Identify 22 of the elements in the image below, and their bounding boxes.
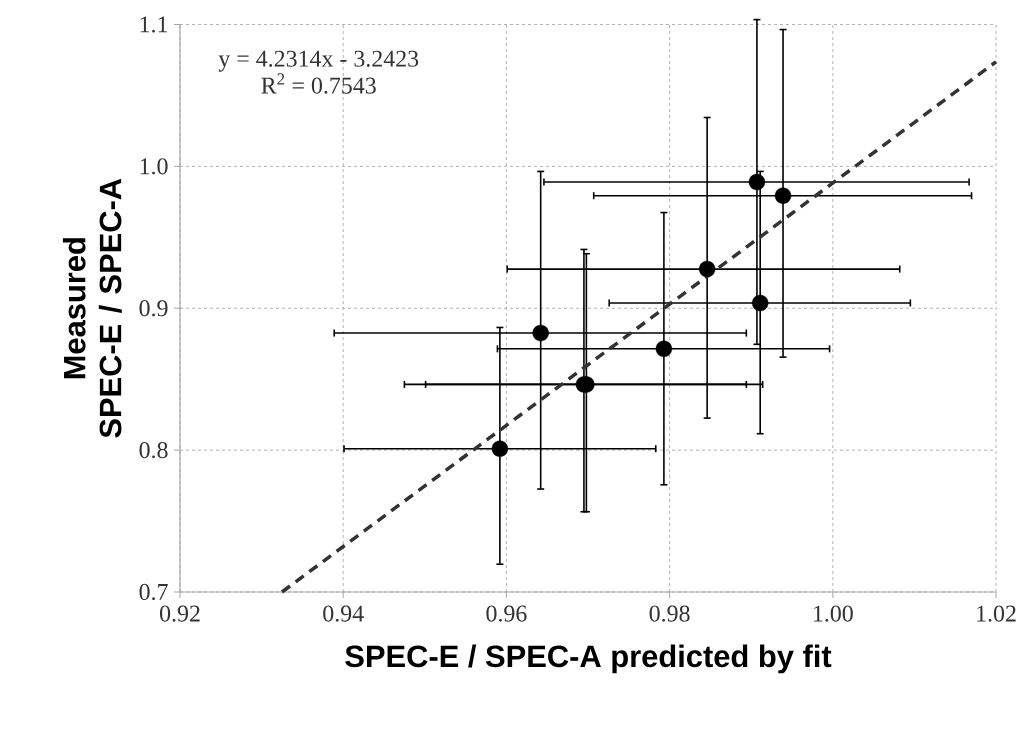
y-tick-label: 0.9 xyxy=(139,300,168,317)
point xyxy=(655,340,673,358)
point xyxy=(774,187,792,204)
point xyxy=(532,324,549,342)
x-tick-label: 0.98 xyxy=(649,605,690,622)
point xyxy=(491,440,509,457)
x-tick-label: 0.96 xyxy=(486,605,527,622)
x-tick-label: 0.92 xyxy=(159,605,200,622)
y-tick-label: 0.8 xyxy=(139,441,168,459)
point xyxy=(698,260,716,278)
point xyxy=(748,173,766,191)
x-tick-label: 1.02 xyxy=(977,605,1016,622)
annotation: R$^{2}$ = 0.7543 xyxy=(261,73,376,94)
annotation: y = 4.2314x - 3.2423 xyxy=(218,50,419,72)
x-tick-label: 1.00 xyxy=(813,605,853,622)
x-axis-title: SPEC-E / SPEC-A predicted by fit xyxy=(345,644,832,674)
y-tick-label: 1.0 xyxy=(140,158,168,175)
point xyxy=(751,294,769,312)
y-tick-label: 1.1 xyxy=(140,16,168,33)
y-tick-label: 0.7 xyxy=(139,583,168,601)
x-tick-label: 0.94 xyxy=(323,605,364,622)
y-axis-title: Measured SPEC-E / SPEC-A xyxy=(62,178,122,438)
